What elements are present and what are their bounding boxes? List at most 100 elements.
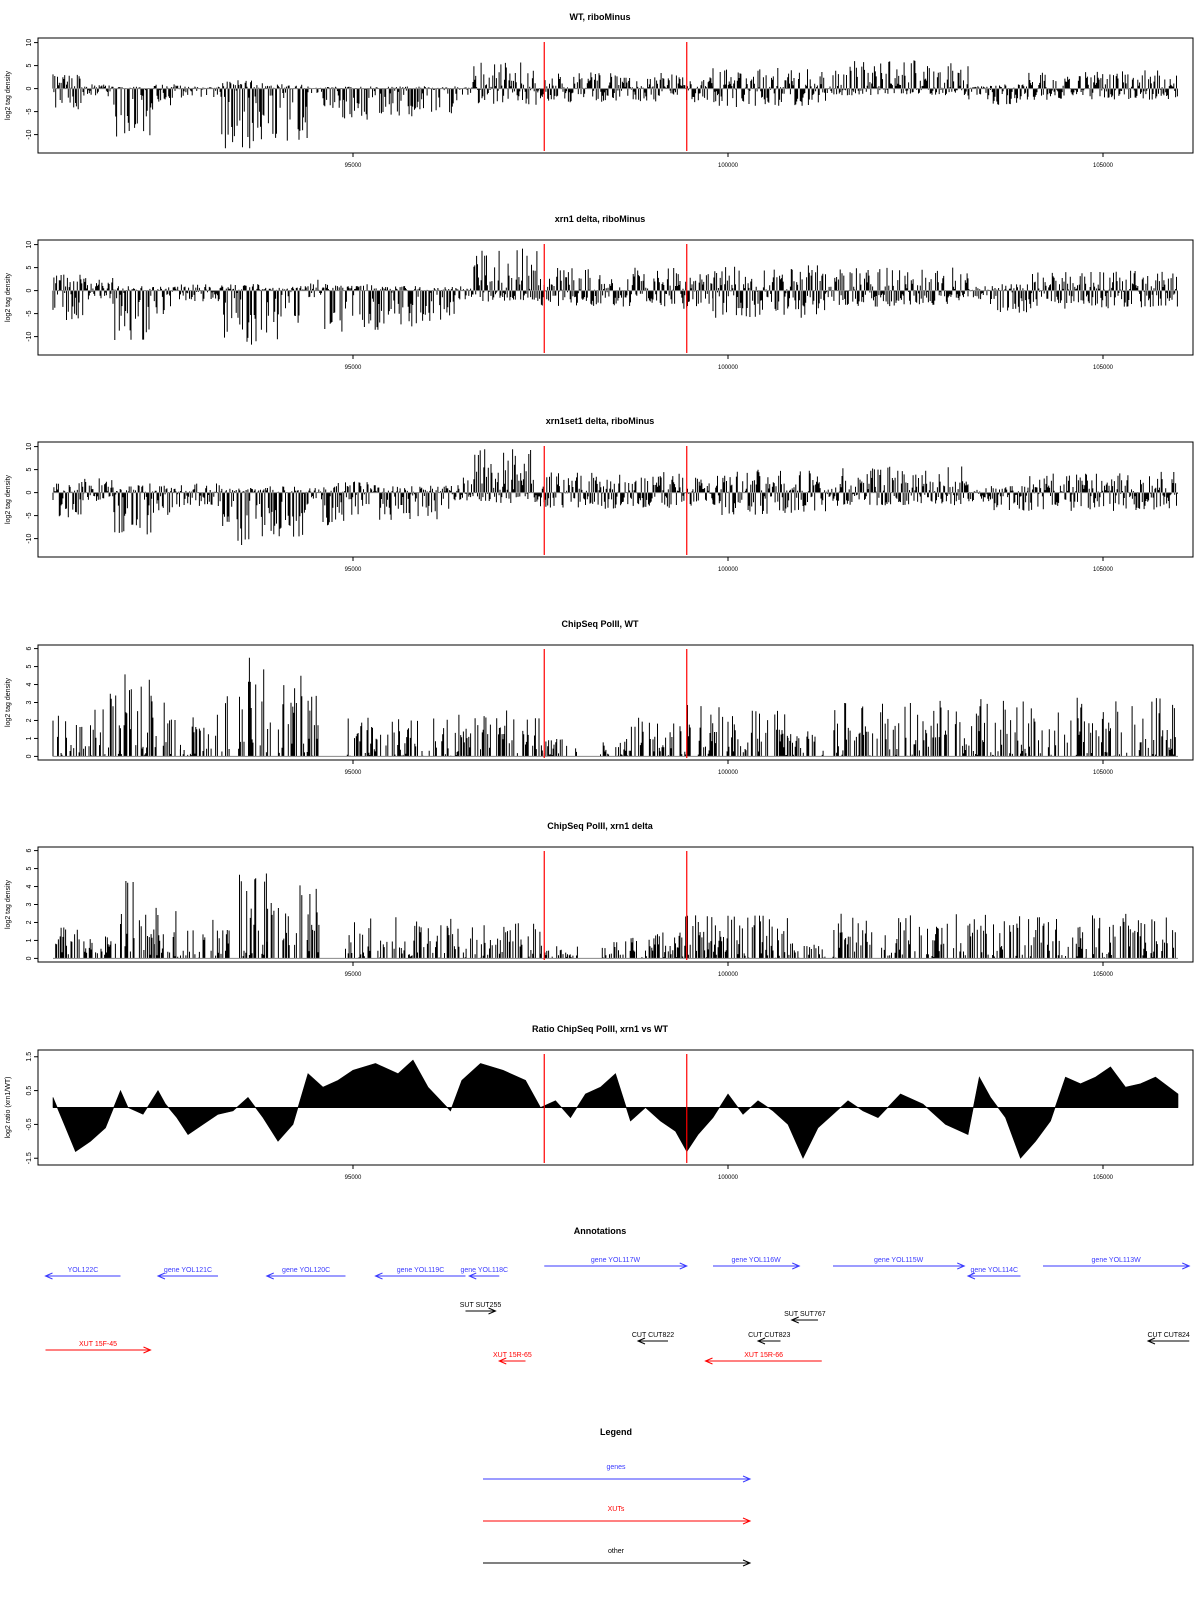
legend-entry-3: other — [483, 1548, 752, 1567]
y-tick-label: 10 — [26, 39, 33, 47]
legend-label: XUTs — [608, 1506, 625, 1513]
bar-segment-10 — [382, 86, 459, 117]
bar-segment-1 — [52, 715, 90, 757]
y-tick-label: -0.5 — [26, 1118, 33, 1130]
bar-segment-15 — [712, 469, 826, 515]
bar-segment-16 — [788, 943, 826, 959]
feature-arrow-head — [156, 1272, 166, 1280]
bar-segment-11 — [457, 286, 473, 300]
bar-segment-19 — [990, 284, 1028, 313]
bar-segment-12 — [601, 937, 654, 959]
bar-segment-20 — [1027, 471, 1178, 511]
feature-gene-yol113w: gene YOL113W — [1043, 1257, 1191, 1270]
x-tick-label: 95000 — [345, 972, 362, 978]
y-tick-label: 1 — [26, 938, 33, 942]
y-tick-label: 6 — [26, 647, 33, 651]
bar-segment-6 — [221, 80, 263, 149]
feature-label: gene YOL119C — [397, 1267, 445, 1274]
y-tick-label: -10 — [26, 331, 33, 341]
plot-frame — [37, 441, 1194, 558]
y-tick-label: 5 — [26, 665, 33, 669]
legend-label: other — [608, 1548, 625, 1555]
bar-segment-17 — [832, 267, 969, 307]
x-tick-label: 100000 — [718, 365, 739, 371]
bar-segment-18 — [976, 913, 1176, 959]
panel-2: xrn1 delta, riboMinus 10 5 0 -5 -10 log2 tag d… — [5, 214, 1194, 371]
x-tick-label: 105000 — [1093, 972, 1114, 978]
bar-segment-5 — [180, 919, 230, 959]
bar-segment-1 — [52, 274, 84, 320]
feature-arrow-head — [966, 1272, 976, 1280]
feature-label: gene YOL114C — [970, 1267, 1018, 1274]
bar-segment-7 — [262, 286, 309, 340]
bar-segment-7 — [262, 486, 309, 537]
feature-label: XUT 15F-45 — [79, 1341, 117, 1348]
bar-segment-15 — [727, 710, 788, 757]
x-tick-label: 100000 — [718, 770, 739, 776]
bar-segment-13 — [630, 717, 683, 757]
y-tick-label: 5 — [26, 266, 33, 270]
panel-title: Ratio ChipSeq PolII, xrn1 vs WT — [532, 1024, 669, 1034]
feature-arrow-head — [704, 1357, 713, 1365]
bar-segment-11 — [457, 477, 473, 501]
feature-arrow-head — [1182, 1262, 1191, 1270]
bar-segment-6 — [221, 284, 263, 345]
bar-segment-12 — [472, 248, 541, 302]
plot-frame — [37, 37, 1194, 154]
bar-segment-14 — [684, 705, 729, 757]
feature-arrow-head — [957, 1262, 966, 1270]
feature-label: XUT 15R-66 — [744, 1352, 783, 1359]
bar-segment-11 — [540, 739, 577, 757]
y-axis-label: log2 tag density — [5, 474, 12, 524]
y-tick-label: 0 — [26, 491, 33, 495]
x-tick-label: 95000 — [345, 1175, 362, 1181]
panel-title: xrn1 delta, riboMinus — [555, 214, 646, 224]
feature-arrow-head — [265, 1272, 274, 1280]
feature-gene-yol118c: gene YOL118C — [460, 1267, 508, 1280]
bar-segment-4 — [153, 84, 181, 106]
bar-segment-1 — [52, 482, 84, 518]
bar-segment-2 — [82, 478, 114, 501]
feature-label: gene YOL120C — [282, 1267, 330, 1274]
feature-label: gene YOL115W — [874, 1257, 924, 1264]
feature-arrow-head — [488, 1307, 497, 1315]
y-tick-label: 0 — [26, 289, 33, 293]
feature-gene-yol115w: gene YOL115W — [833, 1257, 966, 1270]
bar-segment-10 — [382, 485, 458, 520]
y-tick-label: 5 — [26, 867, 33, 871]
panel-3: xrn1set1 delta, riboMinus 10 5 0 -5 -10 log2 t… — [5, 416, 1194, 573]
x-tick-label: 100000 — [718, 972, 739, 978]
bar-segment-14 — [684, 915, 728, 959]
bar-segment-5 — [180, 696, 230, 757]
bar-segment-8 — [266, 885, 320, 959]
plot-frame — [37, 1049, 1194, 1166]
feature-xut-15f-45: XUT 15F-45 — [45, 1341, 152, 1354]
feature-label: gene YOL116W — [732, 1257, 782, 1264]
x-tick-label: 95000 — [345, 770, 362, 776]
bar-segment-2 — [82, 84, 114, 97]
feature-yol122c: YOL122C — [44, 1267, 121, 1280]
panel-4: ChipSeq PolII, WT 6 5 4 3 2 1 0 log2 tag density… — [5, 619, 1194, 776]
y-tick-label: -5 — [26, 310, 33, 316]
x-tick-label: 95000 — [345, 365, 362, 371]
y-tick-label: 2 — [26, 718, 33, 722]
feature-xut-15r-66: XUT 15R-66 — [704, 1352, 822, 1365]
feature-arrow-head — [792, 1262, 801, 1270]
bar-segment-15 — [727, 915, 788, 959]
feature-xut-15r-65: XUT 15R-65 — [493, 1352, 532, 1365]
feature-arrow-head — [467, 1272, 477, 1280]
y-tick-label: 10 — [26, 241, 33, 249]
bar-segment-4 — [153, 485, 181, 515]
bar-segment-8 — [307, 279, 323, 298]
feature-gene-yol117w: gene YOL117W — [544, 1257, 689, 1270]
x-tick-label: 100000 — [718, 163, 739, 169]
bar-segment-4 — [154, 702, 181, 757]
panel-title: WT, riboMinus — [570, 12, 631, 22]
feature-cut-cut823: CUT CUT823 — [748, 1332, 790, 1345]
plot-frame — [37, 644, 1194, 761]
bar-segment-15 — [712, 265, 826, 318]
x-tick-label: 105000 — [1093, 365, 1114, 371]
bar-segment-2 — [90, 693, 121, 757]
panel-1: WT, riboMinus 10 5 0 -5 -10 log2 tag density 95… — [5, 12, 1194, 169]
